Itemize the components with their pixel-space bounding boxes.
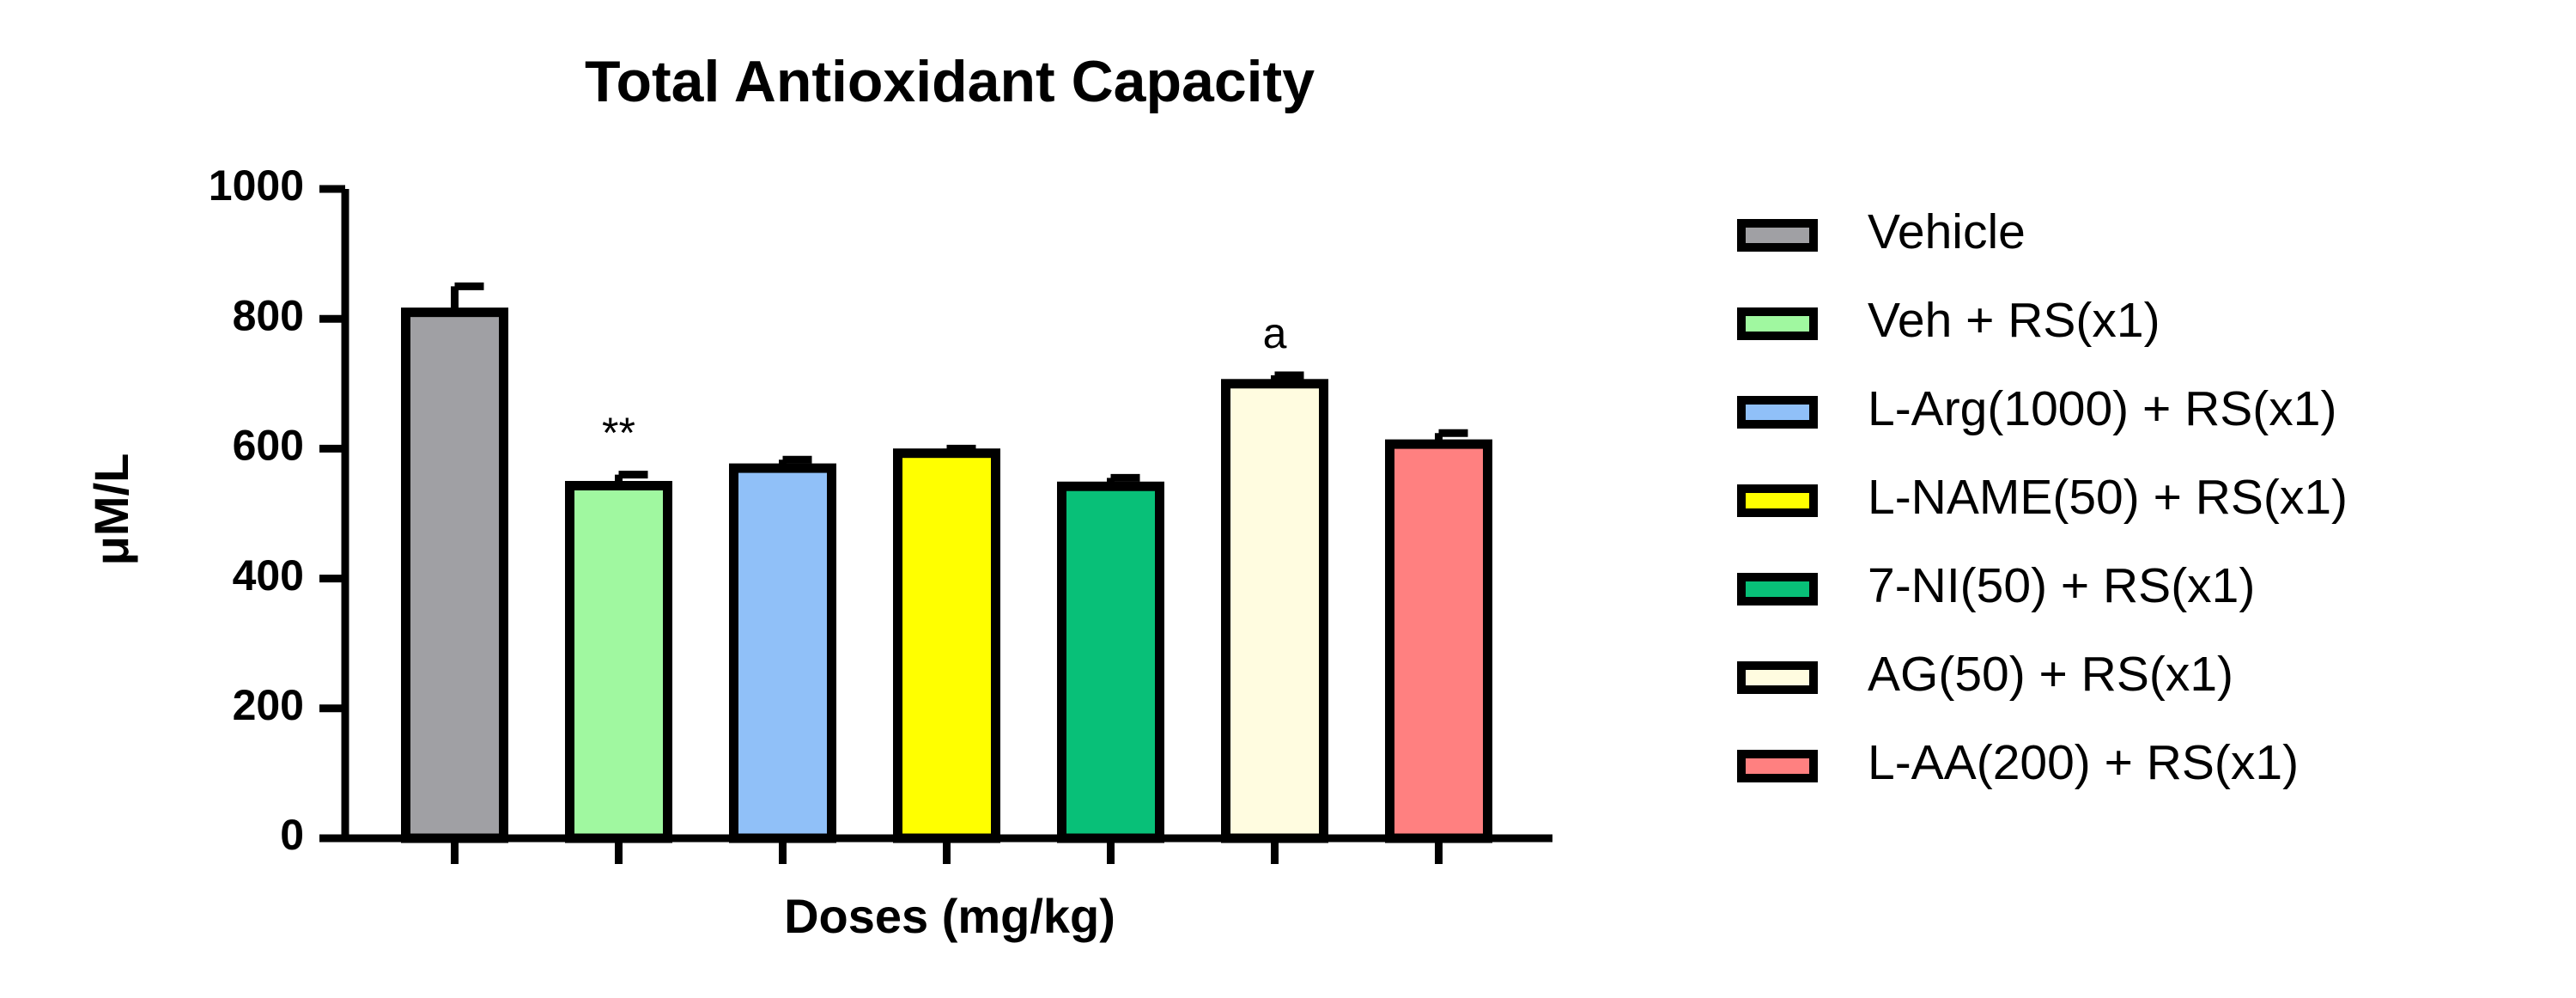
y-tick-label: 1000 bbox=[209, 161, 304, 210]
legend-swatch bbox=[1737, 750, 1818, 782]
legend-label: L-NAME(50) + RS(x1) bbox=[1868, 470, 2348, 525]
legend-label: Vehicle bbox=[1868, 204, 2026, 259]
y-tick-label: 600 bbox=[233, 422, 304, 470]
legend-label: L-Arg(1000) + RS(x1) bbox=[1868, 381, 2336, 436]
y-axis-label: μM/L bbox=[84, 453, 138, 566]
legend-swatch bbox=[1737, 396, 1818, 429]
y-tick-label: 200 bbox=[233, 681, 304, 729]
legend-swatch bbox=[1737, 573, 1818, 605]
legend-label: AG(50) + RS(x1) bbox=[1868, 647, 2233, 702]
bar bbox=[565, 480, 672, 843]
bar bbox=[1221, 379, 1328, 843]
legend-label: L-AA(200) + RS(x1) bbox=[1868, 735, 2299, 790]
bar bbox=[1057, 481, 1164, 843]
legend-swatch bbox=[1737, 661, 1818, 694]
legend-label: Veh + RS(x1) bbox=[1868, 293, 2160, 348]
x-axis-label: Doses (mg/kg) bbox=[784, 889, 1115, 943]
y-tick-label: 400 bbox=[233, 551, 304, 599]
bar bbox=[893, 448, 1000, 843]
bar-annotation: ** bbox=[602, 409, 635, 457]
y-tick-label: 0 bbox=[280, 811, 304, 859]
legend-swatch bbox=[1737, 307, 1818, 340]
chart-title: Total Antioxidant Capacity bbox=[585, 49, 1315, 114]
legend-label: 7-NI(50) + RS(x1) bbox=[1868, 558, 2255, 613]
y-tick-label: 800 bbox=[233, 291, 304, 339]
bar-annotation: a bbox=[1263, 309, 1287, 357]
legend-swatch bbox=[1737, 219, 1818, 252]
bar bbox=[1385, 439, 1492, 843]
bar bbox=[401, 307, 508, 843]
legend-swatch bbox=[1737, 484, 1818, 517]
bar bbox=[729, 463, 836, 843]
